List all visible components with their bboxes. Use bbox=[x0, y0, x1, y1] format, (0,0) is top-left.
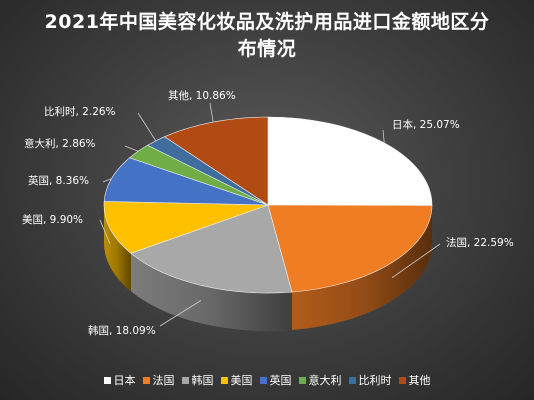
pie-side-shade bbox=[130, 253, 292, 332]
legend-item-英国: 英国 bbox=[259, 372, 292, 388]
legend-label: 其他 bbox=[408, 374, 431, 387]
pie-slice-英国 bbox=[103, 157, 269, 206]
pie-slice-其他 bbox=[163, 116, 269, 206]
leader-line-日本 bbox=[382, 129, 385, 143]
data-label-日本: 日本, 25.07% bbox=[392, 118, 460, 131]
leader-line-比利时 bbox=[137, 112, 157, 142]
pie-side-shade bbox=[104, 205, 131, 292]
pie-slice-法国 bbox=[267, 204, 433, 293]
data-label-比利时: 比利时, 2.26% bbox=[44, 105, 116, 118]
pie-slice-韩国 bbox=[130, 204, 293, 294]
legend-item-韩国: 韩国 bbox=[181, 372, 214, 388]
leader-line-法国 bbox=[391, 243, 441, 279]
legend-swatch bbox=[348, 376, 356, 384]
pie-slice-日本 bbox=[267, 116, 433, 206]
legend-swatch bbox=[142, 376, 150, 384]
chart-title: 2021年中国美容化妆品及洗护用品进口金额地区分布情况 bbox=[44, 11, 490, 60]
data-label-意大利: 意大利, 2.86% bbox=[24, 137, 96, 150]
legend-swatch bbox=[259, 376, 267, 384]
pie-slice-美国 bbox=[103, 201, 269, 254]
legend-label: 日本 bbox=[113, 374, 136, 387]
leader-line-英国 bbox=[102, 178, 112, 183]
legend-swatch bbox=[398, 376, 406, 384]
data-label-韩国: 韩国, 18.09% bbox=[88, 324, 156, 337]
legend-label: 意大利 bbox=[308, 374, 342, 387]
legend-label: 英国 bbox=[269, 374, 292, 387]
leader-line-其他 bbox=[209, 102, 214, 123]
leader-line-意大利 bbox=[124, 145, 139, 152]
legend-label: 美国 bbox=[230, 374, 253, 387]
data-label-其他: 其他, 10.86% bbox=[168, 89, 236, 102]
legend-label: 法国 bbox=[152, 374, 175, 387]
pie-side-shade bbox=[291, 205, 432, 331]
legend-label: 比利时 bbox=[358, 374, 392, 387]
legend-item-比利时: 比利时 bbox=[348, 372, 392, 388]
legend-swatch bbox=[298, 376, 306, 384]
leader-line-美国 bbox=[99, 219, 111, 244]
legend-item-其他: 其他 bbox=[398, 372, 431, 388]
legend-swatch bbox=[103, 376, 111, 384]
legend-item-意大利: 意大利 bbox=[298, 372, 342, 388]
legend-item-法国: 法国 bbox=[142, 372, 175, 388]
legend-item-日本: 日本 bbox=[103, 372, 136, 388]
legend-swatch bbox=[220, 376, 228, 384]
leader-line-韩国 bbox=[159, 300, 202, 327]
data-label-法国: 法国, 22.59% bbox=[446, 236, 514, 249]
legend-item-美国: 美国 bbox=[220, 372, 253, 388]
chart-legend: 日本 法国 韩国 美国 英国 意大利 比利时 其他 bbox=[0, 372, 534, 388]
data-label-美国: 美国, 9.90% bbox=[22, 213, 83, 226]
legend-label: 韩国 bbox=[191, 374, 214, 387]
data-label-英国: 英国, 8.36% bbox=[28, 174, 89, 187]
legend-swatch bbox=[181, 376, 189, 384]
